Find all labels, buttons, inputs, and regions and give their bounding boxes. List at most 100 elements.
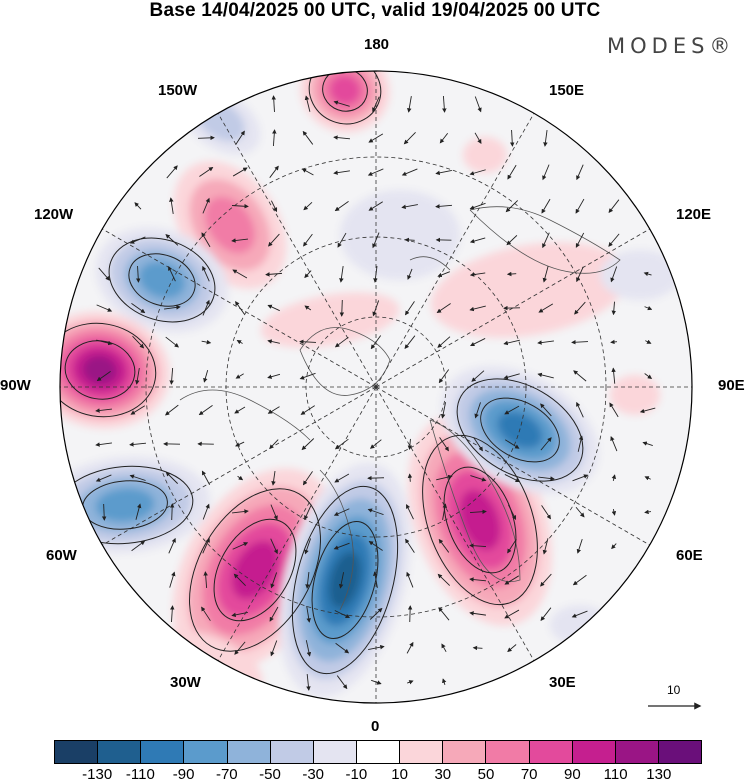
- wind-vector: [407, 680, 414, 685]
- meridian-line: [217, 113, 377, 388]
- wind-vector: [235, 301, 245, 315]
- wind-vector: [406, 641, 414, 654]
- wind-vector: [474, 402, 481, 419]
- wind-vector: [611, 543, 617, 550]
- colorbar-tick-label: 70: [520, 766, 538, 783]
- anomaly-contour: [83, 355, 117, 385]
- wind-vector: [231, 612, 248, 618]
- wind-vector: [265, 272, 283, 277]
- wind-vector: [644, 509, 652, 515]
- wind-vector: [337, 232, 347, 248]
- wind-vector: [469, 611, 486, 616]
- wind-vector: [95, 442, 112, 447]
- colorbar-tick-label: -110: [125, 766, 155, 783]
- wind-vector: [576, 164, 584, 181]
- meridian-line: [102, 386, 377, 546]
- wind-vector: [574, 301, 586, 315]
- wind-vector: [611, 474, 617, 482]
- wind-vector: [469, 509, 487, 514]
- wind-vector: [469, 169, 486, 176]
- wind-vector: [540, 607, 552, 622]
- wind-vector: [505, 200, 519, 213]
- wind-vector: [267, 373, 281, 379]
- wind-vector: [507, 644, 517, 653]
- lon-label-90e: 90E: [718, 377, 745, 394]
- colorbar-tick-label: -70: [215, 766, 238, 783]
- wind-vector: [537, 372, 554, 379]
- wind-vector: [541, 505, 551, 520]
- wind-vector: [406, 571, 414, 588]
- wind-vector: [611, 367, 616, 384]
- colorbar-tick-label: -10: [345, 766, 368, 783]
- wind-vector: [442, 95, 447, 113]
- coastline: [319, 469, 354, 611]
- colorbar-tick-label: -50: [259, 766, 281, 783]
- wind-vector: [435, 170, 452, 176]
- wind-vector: [442, 503, 447, 520]
- wind-vector: [469, 577, 487, 582]
- wind-vector: [472, 645, 483, 651]
- latitude-circle: [145, 156, 607, 618]
- colorbar-swatch: [528, 741, 572, 763]
- wind-vector: [270, 572, 278, 589]
- lon-label-120w: 120W: [34, 206, 74, 223]
- wind-vector: [166, 165, 178, 179]
- wind-vector: [234, 641, 246, 655]
- wind-vector: [541, 198, 551, 214]
- colorbar-tick-label: -30: [302, 766, 325, 783]
- reference-vector-label: 10: [667, 683, 681, 697]
- colorbar-swatch: [97, 741, 141, 763]
- wind-vector: [367, 168, 384, 176]
- wind-vector: [333, 508, 350, 516]
- wind-vector: [299, 339, 317, 344]
- wind-vector: [543, 130, 548, 147]
- wind-vector: [577, 435, 584, 452]
- wind-vector: [507, 539, 517, 554]
- wind-vector: [575, 198, 585, 214]
- streamline-loop: [64, 340, 136, 400]
- lon-label-60e: 60E: [676, 547, 703, 564]
- wind-vector: [304, 504, 312, 521]
- wind-vector: [441, 643, 447, 653]
- wind-vector: [270, 504, 278, 521]
- anomaly-contour: [600, 250, 680, 300]
- wind-vector: [169, 503, 175, 521]
- wind-vector: [542, 538, 549, 555]
- anomaly-contour: [463, 137, 507, 173]
- wind-vector: [368, 540, 383, 551]
- wind-vector: [270, 640, 278, 657]
- wind-vector: [168, 265, 176, 282]
- streamline-loop: [443, 466, 517, 574]
- streamline-loop: [311, 521, 379, 639]
- wind-vector: [369, 439, 382, 449]
- wind-vector: [130, 405, 146, 415]
- wind-vector: [440, 402, 447, 419]
- graticule: [60, 71, 692, 703]
- wind-vector: [306, 606, 311, 623]
- wind-vector: [405, 301, 415, 316]
- wind-vector: [435, 204, 453, 209]
- wind-vector: [368, 133, 384, 143]
- wind-vector: [302, 471, 313, 486]
- wind-vector: [575, 232, 585, 248]
- anomaly-contour: [329, 75, 361, 105]
- coastlines: [179, 206, 621, 611]
- meridian-line: [217, 386, 377, 661]
- wind-vector: [474, 132, 482, 144]
- wind-vector: [333, 100, 350, 107]
- streamline-loop: [128, 253, 196, 307]
- streamline-loop: [108, 237, 216, 323]
- coastline: [179, 389, 311, 441]
- wind-vector: [436, 303, 451, 313]
- wind-vector: [407, 96, 412, 113]
- wind-vector: [576, 538, 583, 554]
- wind-vector: [338, 572, 345, 589]
- wind-vector: [368, 201, 383, 211]
- wind-vector: [272, 129, 277, 147]
- wind-vector: [134, 202, 142, 210]
- lon-label-30e: 30E: [549, 674, 576, 691]
- wind-vector: [504, 405, 520, 415]
- wind-vector: [407, 473, 413, 482]
- wind-vector: [267, 406, 280, 414]
